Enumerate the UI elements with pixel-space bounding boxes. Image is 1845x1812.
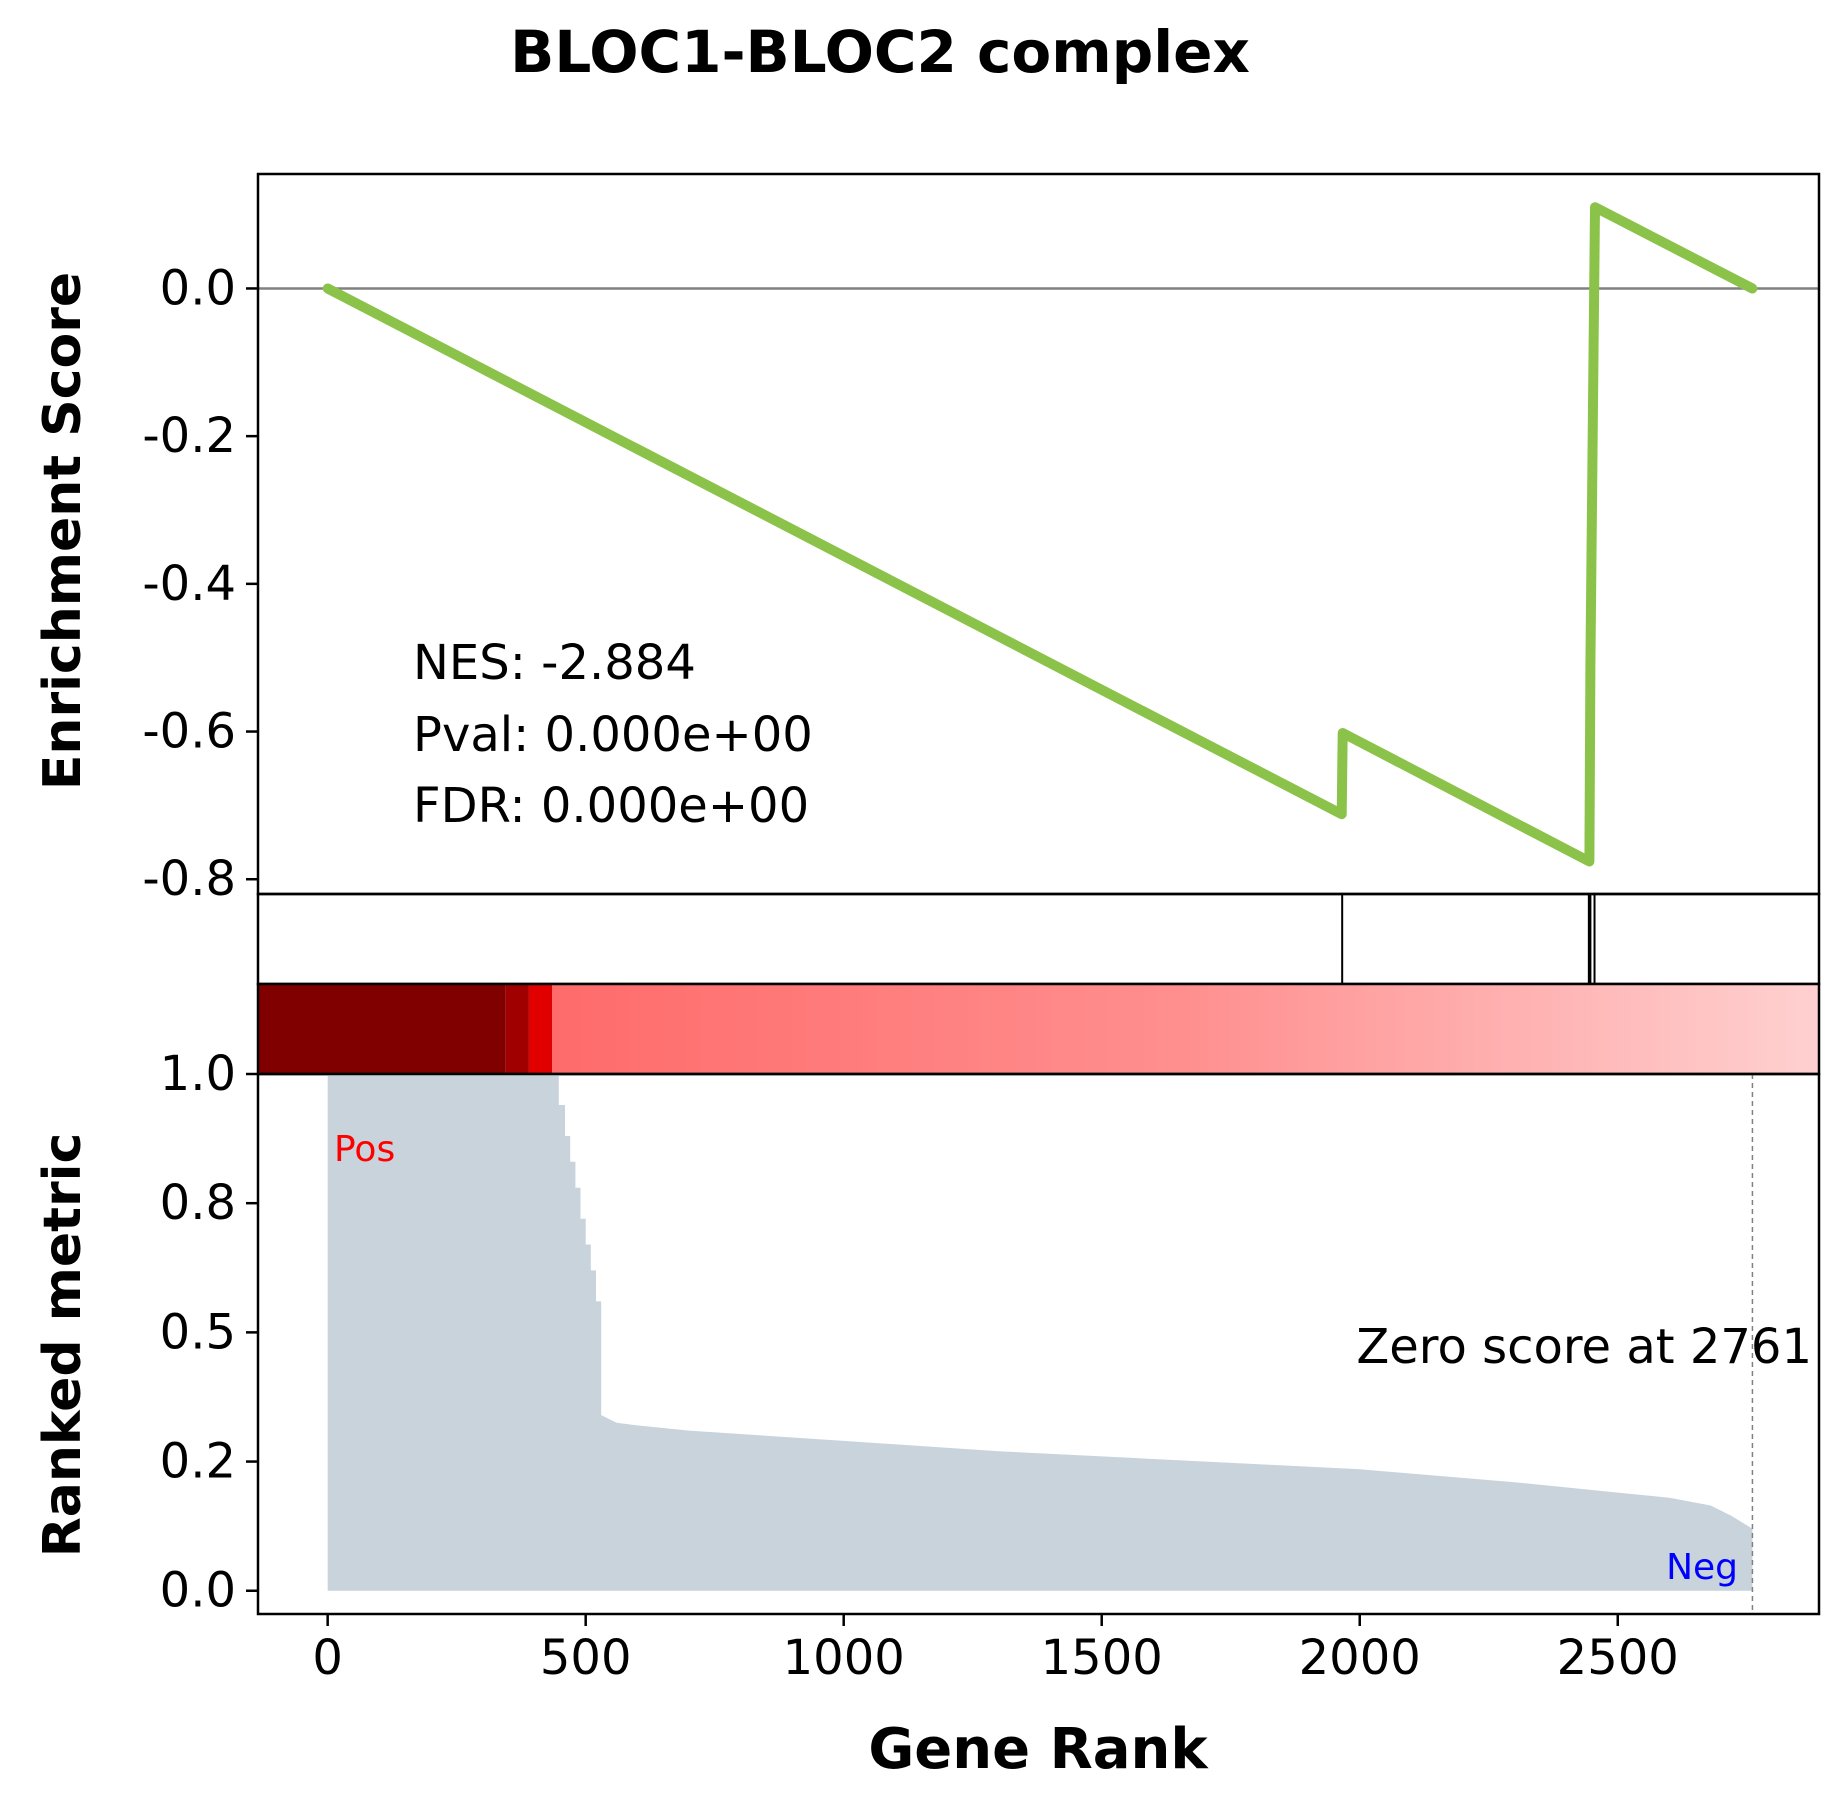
es-y-tick-label: -0.8	[142, 851, 236, 907]
heatmap-gradient-tail	[552, 984, 1819, 1074]
hits-panel	[256, 892, 1821, 986]
x-tick-label: 1000	[783, 1630, 905, 1686]
zero-score-label: Zero score at 2761	[1356, 1319, 1812, 1375]
ranked-panel-frame	[256, 1072, 1821, 1616]
heatmap-segment	[258, 984, 506, 1074]
pos-label: Pos	[334, 1129, 395, 1170]
x-tick-label: 1500	[1041, 1630, 1163, 1686]
running-es-line	[322, 202, 1758, 867]
hits-panel-frame	[256, 892, 1821, 986]
neg-label: Neg	[1666, 1547, 1738, 1588]
x-tick-label: 500	[540, 1630, 632, 1686]
x-axis-ticks: 0 500 1000 1500 2000 2500	[312, 1614, 1679, 1686]
es-y-tick-label: -0.2	[142, 408, 236, 464]
pval-label: Pval: 0.000e+00	[413, 707, 813, 763]
fdr-label: FDR: 0.000e+00	[413, 778, 809, 834]
ranked-panel: Pos Neg Zero score at 2761 0.0 0.2 0.5 0.8 1…	[33, 1046, 1821, 1619]
ranked-metric-area	[327, 1074, 1753, 1591]
es-y-ticks: 0.0 -0.2 -0.4 -0.6 -0.8	[142, 260, 258, 907]
ranked-y-tick-label: 0.0	[160, 1563, 236, 1619]
ranked-y-ticks: 0.0 0.2 0.5 0.8 1.0	[160, 1046, 258, 1619]
heatmap-segment	[528, 984, 553, 1074]
ranked-y-tick-label: 0.5	[160, 1304, 236, 1360]
es-y-tick-label: -0.4	[142, 556, 236, 612]
x-tick-label: 2000	[1299, 1630, 1421, 1686]
x-tick-label: 0	[312, 1630, 343, 1686]
chart-title: BLOC1-BLOC2 complex	[510, 18, 1250, 86]
rank-heatmap	[258, 984, 1819, 1074]
nes-label: NES: -2.884	[413, 635, 696, 691]
ranked-y-tick-label: 1.0	[160, 1046, 236, 1102]
x-tick-label: 2500	[1557, 1630, 1679, 1686]
es-y-axis-label: Enrichment Score	[33, 272, 93, 790]
es-y-tick-label: -0.6	[142, 704, 236, 760]
es-y-tick-label: 0.0	[160, 260, 236, 316]
gene-hit-lines	[1341, 894, 1596, 984]
ranked-y-axis-label: Ranked metric	[33, 1133, 93, 1558]
heatmap-panel	[256, 982, 1821, 1076]
es-panel: 0.0 -0.2 -0.4 -0.6 -0.8 NES: -2.884 Pval: 0.…	[33, 172, 1821, 907]
ranked-y-tick-label: 0.2	[160, 1434, 236, 1490]
ranked-y-tick-label: 0.8	[160, 1175, 236, 1231]
x-axis-label: Gene Rank	[868, 1717, 1209, 1782]
heatmap-segment	[505, 984, 529, 1074]
